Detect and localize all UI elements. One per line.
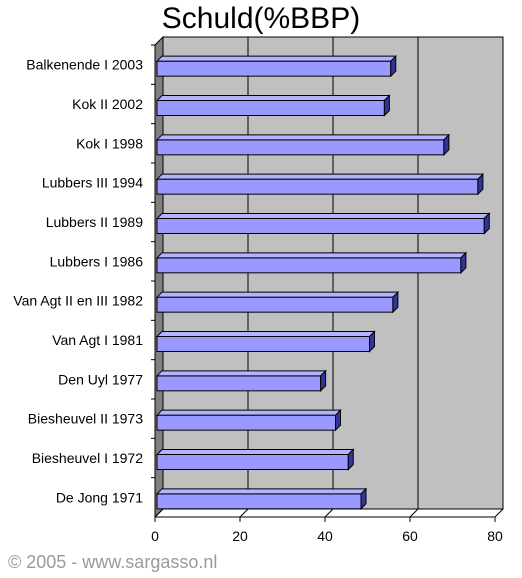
bar-end	[443, 133, 450, 157]
category-label: Lubbers III 1994	[42, 175, 143, 191]
bar-end	[360, 487, 367, 511]
bar-end	[335, 408, 341, 432]
bar	[156, 139, 445, 156]
bar	[156, 218, 485, 234]
bar-end	[460, 251, 467, 275]
floor-line	[494, 508, 504, 518]
bar-chart: 0 20 40 60 80 Balkenende I 2003 Kok II 2002 Kok…	[13, 35, 504, 544]
bar-end	[383, 94, 390, 117]
bar-end	[483, 212, 490, 235]
bar	[156, 296, 394, 313]
bar-end	[477, 172, 484, 196]
bar	[156, 336, 370, 352]
bar-top	[155, 488, 368, 495]
bar-top	[155, 291, 400, 298]
bar	[156, 60, 392, 77]
copyright-footer: © 2005 - www.sargasso.nl	[8, 552, 218, 572]
bar	[156, 178, 479, 195]
bar	[156, 100, 385, 116]
x-tick-label: 40	[317, 528, 333, 544]
floor-line	[239, 508, 249, 518]
bar	[156, 257, 462, 274]
bar	[156, 414, 336, 431]
bar-end	[392, 290, 399, 314]
bar-top	[155, 409, 342, 416]
bar-end	[347, 448, 354, 471]
x-tick-label: 60	[402, 528, 418, 544]
category-label: Biesheuvel I 1972	[32, 450, 144, 466]
floor-line	[154, 508, 164, 518]
bar	[156, 454, 349, 470]
bar-end	[390, 54, 397, 78]
category-label: Kok II 2002	[72, 96, 143, 112]
bar-top	[155, 213, 491, 219]
bar-top	[155, 134, 451, 141]
chart-title: Schuld(%BBP)	[161, 2, 361, 35]
category-label: De Jong 1971	[56, 489, 143, 505]
bar-top	[155, 370, 327, 377]
bar	[156, 493, 362, 510]
bar	[156, 375, 322, 392]
bar-end	[320, 369, 327, 393]
category-label: Lubbers II 1989	[46, 214, 144, 230]
floor-line	[324, 508, 334, 518]
bar-top	[155, 331, 376, 337]
category-label: Kok I 1998	[76, 135, 143, 151]
category-label: Biesheuvel II 1973	[28, 411, 143, 427]
category-label: Van Agt I 1981	[52, 332, 143, 348]
bar-end	[369, 330, 375, 353]
floor-line	[409, 508, 419, 518]
bar-top	[155, 173, 485, 180]
category-label: Balkenende I 2003	[26, 57, 143, 73]
bar-top	[155, 252, 468, 259]
category-label: Den Uyl 1977	[58, 371, 143, 387]
bar-top	[155, 95, 391, 101]
x-tick-label: 80	[487, 528, 503, 544]
category-label: Lubbers I 1986	[50, 253, 144, 269]
x-tick-label: 20	[232, 528, 248, 544]
x-tick-label: 0	[151, 528, 159, 544]
bar-top	[155, 55, 397, 62]
bar-top	[155, 449, 355, 455]
category-label: Van Agt II en III 1982	[13, 293, 143, 309]
